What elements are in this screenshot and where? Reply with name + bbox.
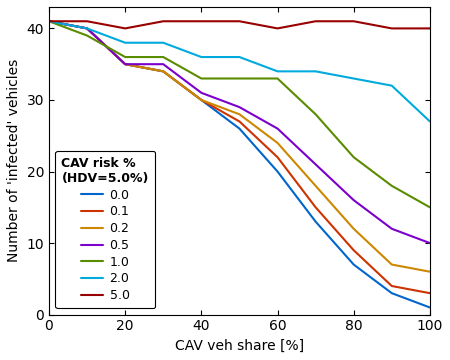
0.1	[313, 205, 318, 210]
2.0	[389, 84, 395, 88]
0.0	[427, 305, 432, 310]
2.0	[198, 55, 204, 59]
0.0	[351, 262, 356, 267]
0.1	[46, 19, 52, 23]
1.0	[351, 155, 356, 159]
0.2	[46, 19, 52, 23]
0.2	[122, 62, 128, 66]
0.0	[84, 26, 90, 31]
0.1	[351, 248, 356, 252]
Line: 0.0: 0.0	[49, 21, 430, 307]
0.5	[122, 62, 128, 66]
0.5	[313, 162, 318, 167]
5.0	[161, 19, 166, 23]
0.2	[275, 141, 280, 145]
0.2	[427, 270, 432, 274]
0.1	[389, 284, 395, 288]
2.0	[161, 41, 166, 45]
0.1	[161, 69, 166, 73]
1.0	[46, 19, 52, 23]
0.0	[46, 19, 52, 23]
0.2	[161, 69, 166, 73]
0.1	[427, 291, 432, 295]
5.0	[313, 19, 318, 23]
1.0	[161, 55, 166, 59]
1.0	[122, 55, 128, 59]
5.0	[427, 26, 432, 31]
0.0	[122, 62, 128, 66]
1.0	[275, 76, 280, 81]
Y-axis label: Number of 'infected' vehicles: Number of 'infected' vehicles	[7, 59, 21, 262]
0.0	[389, 291, 395, 295]
5.0	[389, 26, 395, 31]
5.0	[237, 19, 242, 23]
2.0	[351, 76, 356, 81]
1.0	[313, 112, 318, 116]
0.1	[122, 62, 128, 66]
2.0	[237, 55, 242, 59]
0.2	[237, 112, 242, 116]
1.0	[198, 76, 204, 81]
0.2	[313, 184, 318, 188]
0.0	[313, 220, 318, 224]
0.5	[84, 26, 90, 31]
Line: 1.0: 1.0	[49, 21, 430, 207]
1.0	[237, 76, 242, 81]
0.2	[351, 226, 356, 231]
2.0	[46, 19, 52, 23]
0.0	[237, 126, 242, 131]
0.5	[389, 226, 395, 231]
0.1	[237, 119, 242, 123]
0.5	[427, 241, 432, 245]
0.0	[198, 98, 204, 102]
1.0	[389, 184, 395, 188]
1.0	[84, 33, 90, 38]
0.5	[161, 62, 166, 66]
2.0	[84, 26, 90, 31]
Line: 5.0: 5.0	[49, 21, 430, 28]
5.0	[351, 19, 356, 23]
0.1	[198, 98, 204, 102]
X-axis label: CAV veh share [%]: CAV veh share [%]	[175, 339, 304, 353]
0.5	[237, 105, 242, 109]
Legend: 0.0, 0.1, 0.2, 0.5, 1.0, 2.0, 5.0: 0.0, 0.1, 0.2, 0.5, 1.0, 2.0, 5.0	[55, 150, 155, 309]
0.0	[161, 69, 166, 73]
1.0	[427, 205, 432, 210]
2.0	[313, 69, 318, 73]
5.0	[198, 19, 204, 23]
5.0	[84, 19, 90, 23]
0.1	[275, 155, 280, 159]
Line: 0.2: 0.2	[49, 21, 430, 272]
5.0	[46, 19, 52, 23]
0.5	[275, 126, 280, 131]
0.2	[84, 26, 90, 31]
0.1	[84, 26, 90, 31]
2.0	[427, 119, 432, 123]
Line: 0.1: 0.1	[49, 21, 430, 293]
Line: 0.5: 0.5	[49, 21, 430, 243]
0.2	[198, 98, 204, 102]
0.5	[351, 198, 356, 202]
2.0	[275, 69, 280, 73]
0.5	[198, 91, 204, 95]
5.0	[275, 26, 280, 31]
0.0	[275, 169, 280, 174]
0.2	[389, 262, 395, 267]
0.5	[46, 19, 52, 23]
5.0	[122, 26, 128, 31]
2.0	[122, 41, 128, 45]
Line: 2.0: 2.0	[49, 21, 430, 121]
